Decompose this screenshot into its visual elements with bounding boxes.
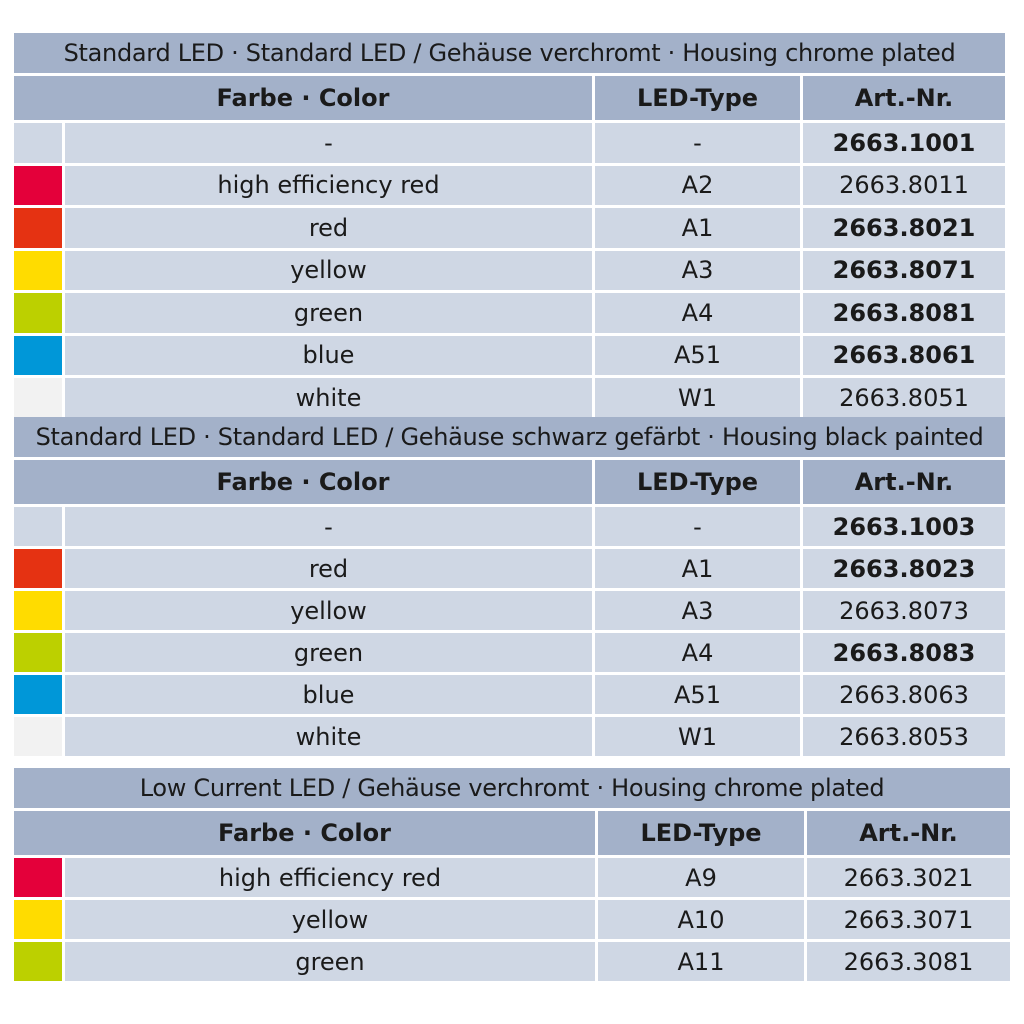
led-type-cell: A9 bbox=[598, 858, 804, 897]
header-color: Farbe · Color bbox=[14, 811, 595, 855]
table-row: yellow A10 2663.3071 bbox=[14, 900, 1010, 939]
color-cell: white bbox=[65, 378, 592, 418]
color-cell: high efficiency red bbox=[65, 858, 595, 897]
led-type-cell: - bbox=[595, 507, 800, 546]
color-cell: - bbox=[65, 123, 592, 163]
header-color: Farbe · Color bbox=[14, 460, 592, 504]
led-type-cell: A4 bbox=[595, 633, 800, 672]
led-type-cell: W1 bbox=[595, 717, 800, 756]
table-title: Low Current LED / Gehäuse verchromt · Ho… bbox=[14, 768, 1010, 808]
table-header-row: Farbe · Color LED-Type Art.-Nr. bbox=[14, 76, 1005, 120]
table-row: red A1 2663.8021 bbox=[14, 208, 1005, 248]
table-row: green A11 2663.3081 bbox=[14, 942, 1010, 981]
table-row: white W1 2663.8053 bbox=[14, 717, 1005, 756]
art-nr-cell: 2663.3071 bbox=[807, 900, 1010, 939]
header-art-nr: Art.-Nr. bbox=[807, 811, 1010, 855]
color-cell: green bbox=[65, 633, 592, 672]
color-cell: white bbox=[65, 717, 592, 756]
table-header-row: Farbe · Color LED-Type Art.-Nr. bbox=[14, 811, 1010, 855]
color-swatch bbox=[14, 293, 62, 333]
led-type-cell: A11 bbox=[598, 942, 804, 981]
led-type-cell: A10 bbox=[598, 900, 804, 939]
art-nr-cell: 2663.8071 bbox=[803, 250, 1005, 290]
table-row: green A4 2663.8081 bbox=[14, 293, 1005, 333]
led-type-cell: A1 bbox=[595, 208, 800, 248]
art-nr-cell: 2663.8053 bbox=[803, 717, 1005, 756]
art-nr-cell: 2663.8073 bbox=[803, 591, 1005, 630]
art-nr-cell: 2663.8083 bbox=[803, 633, 1005, 672]
table-header-row: Farbe · Color LED-Type Art.-Nr. bbox=[14, 460, 1005, 504]
header-led-type: LED-Type bbox=[595, 76, 800, 120]
led-type-cell: A4 bbox=[595, 293, 800, 333]
led-type-cell: A2 bbox=[595, 165, 800, 205]
table-row: - -2663.1003 bbox=[14, 507, 1005, 546]
color-swatch bbox=[14, 591, 62, 630]
color-cell: red bbox=[65, 208, 592, 248]
art-nr-cell: 2663.8011 bbox=[803, 165, 1005, 205]
table-row: blue A51 2663.8063 bbox=[14, 675, 1005, 714]
art-nr-cell: 2663.1003 bbox=[803, 507, 1005, 546]
color-swatch bbox=[14, 208, 62, 248]
color-swatch bbox=[14, 717, 62, 756]
table-row: green A4 2663.8083 bbox=[14, 633, 1005, 672]
art-nr-cell: 2663.8021 bbox=[803, 208, 1005, 248]
led-type-cell: A51 bbox=[595, 675, 800, 714]
color-cell: green bbox=[65, 293, 592, 333]
led-type-cell: A51 bbox=[595, 335, 800, 375]
header-color: Farbe · Color bbox=[14, 76, 592, 120]
color-swatch bbox=[14, 858, 62, 897]
header-art-nr: Art.-Nr. bbox=[803, 460, 1005, 504]
color-swatch bbox=[14, 165, 62, 205]
color-cell: green bbox=[65, 942, 595, 981]
color-swatch bbox=[14, 633, 62, 672]
color-swatch bbox=[14, 250, 62, 290]
table-title: Standard LED · Standard LED / Gehäuse ve… bbox=[14, 33, 1005, 73]
color-swatch bbox=[14, 900, 62, 939]
art-nr-cell: 2663.3081 bbox=[807, 942, 1010, 981]
led-type-cell: W1 bbox=[595, 378, 800, 418]
color-cell: yellow bbox=[65, 250, 592, 290]
color-cell: yellow bbox=[65, 900, 595, 939]
color-cell: - bbox=[65, 507, 592, 546]
table-row: white W1 2663.8051 bbox=[14, 378, 1005, 418]
header-led-type: LED-Type bbox=[598, 811, 804, 855]
art-nr-cell: 2663.8051 bbox=[803, 378, 1005, 418]
led-type-cell: A1 bbox=[595, 549, 800, 588]
color-swatch bbox=[14, 378, 62, 418]
color-cell: blue bbox=[65, 335, 592, 375]
art-nr-cell: 2663.8061 bbox=[803, 335, 1005, 375]
led-type-cell: A3 bbox=[595, 250, 800, 290]
art-nr-cell: 2663.1001 bbox=[803, 123, 1005, 163]
table-row: high efficiency red A2 2663.8011 bbox=[14, 165, 1005, 205]
led-type-cell: A3 bbox=[595, 591, 800, 630]
color-cell: red bbox=[65, 549, 592, 588]
led-type-cell: - bbox=[595, 123, 800, 163]
header-led-type: LED-Type bbox=[595, 460, 800, 504]
color-cell: blue bbox=[65, 675, 592, 714]
art-nr-cell: 2663.8081 bbox=[803, 293, 1005, 333]
header-art-nr: Art.-Nr. bbox=[803, 76, 1005, 120]
color-swatch bbox=[14, 507, 62, 546]
color-swatch bbox=[14, 942, 62, 981]
table-row: red A1 2663.8023 bbox=[14, 549, 1005, 588]
color-cell: high efficiency red bbox=[65, 165, 592, 205]
product-table: Low Current LED / Gehäuse verchromt · Ho… bbox=[14, 768, 1010, 981]
color-swatch bbox=[14, 675, 62, 714]
product-table: Standard LED · Standard LED / Gehäuse ve… bbox=[14, 33, 1005, 418]
table-row: high efficiency red A9 2663.3021 bbox=[14, 858, 1010, 897]
table-row: blue A51 2663.8061 bbox=[14, 335, 1005, 375]
table-row: yellow A3 2663.8073 bbox=[14, 591, 1005, 630]
color-swatch bbox=[14, 549, 62, 588]
art-nr-cell: 2663.8023 bbox=[803, 549, 1005, 588]
color-swatch bbox=[14, 335, 62, 375]
table-row: yellow A3 2663.8071 bbox=[14, 250, 1005, 290]
art-nr-cell: 2663.8063 bbox=[803, 675, 1005, 714]
product-table: Standard LED · Standard LED / Gehäuse sc… bbox=[14, 417, 1005, 756]
color-cell: yellow bbox=[65, 591, 592, 630]
table-title: Standard LED · Standard LED / Gehäuse sc… bbox=[14, 417, 1005, 457]
art-nr-cell: 2663.3021 bbox=[807, 858, 1010, 897]
color-swatch bbox=[14, 123, 62, 163]
table-row: - -2663.1001 bbox=[14, 123, 1005, 163]
